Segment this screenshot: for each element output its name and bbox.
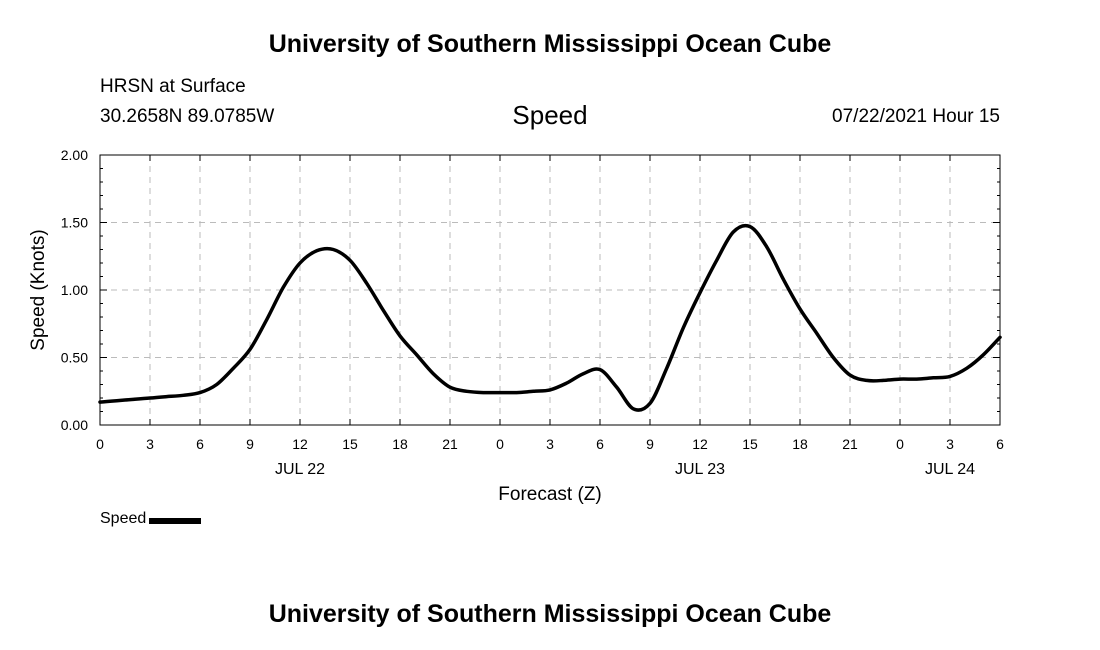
x-tick-label: 6	[596, 436, 604, 452]
y-tick-label: 1.00	[61, 282, 88, 298]
legend-label: Speed	[100, 510, 147, 527]
series-line-speed	[98, 223, 1002, 412]
x-tick-label: 0	[96, 436, 104, 452]
x-tick-label: 9	[646, 436, 654, 452]
x-tick-label: 12	[692, 436, 708, 452]
x-tick-label: 6	[996, 436, 1004, 452]
y-tick-label: 0.50	[61, 350, 88, 366]
x-tick-label: 6	[196, 436, 204, 452]
date-label: JUL 22	[275, 461, 325, 478]
x-tick-label: 21	[842, 436, 858, 452]
plot-frame	[99, 154, 1001, 426]
footer-title: University of Southern Mississippi Ocean…	[268, 600, 832, 628]
axis-layer: 0 3 6 9 12 15 18 21 0 3 6 9 12 15 18 21 0 3 6 0.00 0.50 1.00 1…	[61, 147, 1004, 478]
y-axis-label: Speed (Knots)	[28, 229, 49, 350]
y-tick-label: 0.00	[61, 417, 88, 433]
x-tick-label: 3	[146, 436, 154, 452]
x-tick-label: 9	[246, 436, 254, 452]
series-layer	[98, 223, 1002, 412]
y-tick-label: 1.50	[61, 215, 88, 231]
x-tick-label: 12	[292, 436, 308, 452]
legend-swatch	[149, 517, 202, 524]
chart-title: University of Southern Mississippi Ocean…	[268, 30, 832, 58]
x-tick-label: 18	[392, 436, 408, 452]
x-tick-label: 3	[546, 436, 554, 452]
station-label: HRSN at Surface	[100, 76, 246, 97]
x-tick-label: 18	[792, 436, 808, 452]
y-tick-label: 2.00	[61, 147, 88, 163]
date-label: JUL 24	[925, 461, 975, 478]
x-tick-label: 3	[946, 436, 954, 452]
forecast-datetime: 07/22/2021 Hour 15	[832, 106, 1000, 127]
x-tick-label: 0	[896, 436, 904, 452]
coordinates-label: 30.2658N 89.0785W	[100, 106, 275, 127]
grid-layer	[100, 155, 1000, 425]
x-tick-label: 15	[742, 436, 758, 452]
date-label: JUL 23	[675, 461, 725, 478]
variable-title: Speed	[512, 100, 588, 130]
x-tick-label: 21	[442, 436, 458, 452]
x-axis-label: Forecast (Z)	[498, 484, 601, 505]
x-tick-label: 15	[342, 436, 358, 452]
legend: Speed	[100, 510, 202, 528]
x-tick-label: 0	[496, 436, 504, 452]
